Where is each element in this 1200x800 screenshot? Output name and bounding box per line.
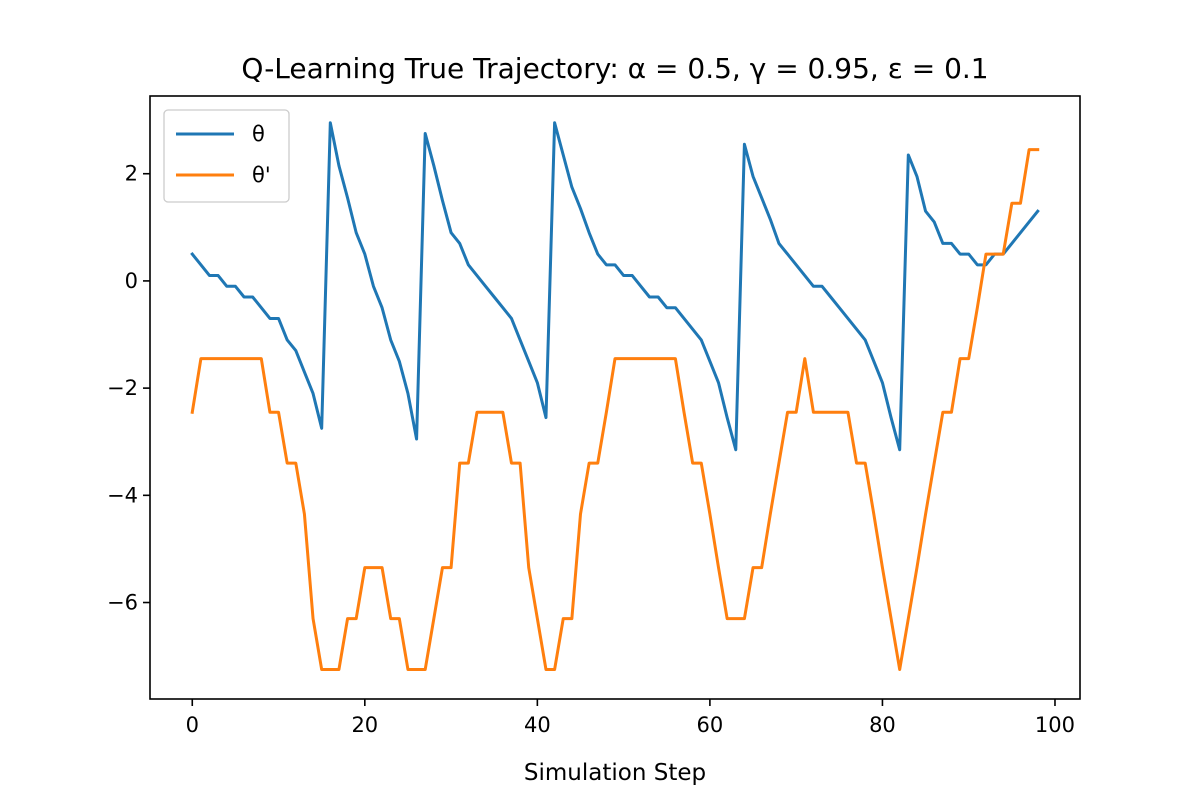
y-tick-label: 2: [125, 162, 138, 186]
plot-area-frame: [149, 95, 1081, 700]
series-line-theta: [190, 121, 1040, 452]
y-tick-label: 0: [125, 269, 138, 293]
x-axis-label: Simulation Step: [524, 760, 706, 786]
series-layer: [190, 121, 1040, 672]
legend-box: [163, 109, 290, 203]
x-tick-label: 60: [697, 713, 724, 737]
y-tick-label: −2: [107, 376, 138, 400]
y-tick-label: −4: [107, 483, 138, 507]
chart-title: Q-Learning True Trajectory: α = 0.5, γ =…: [241, 52, 988, 85]
y-axis: −6 −4 −2 0 2: [107, 162, 150, 615]
x-tick-label: 40: [524, 713, 551, 737]
y-tick-label: −6: [107, 591, 138, 615]
legend-label-theta-prime: θ': [252, 163, 271, 187]
legend-label-theta: θ: [252, 122, 265, 146]
x-tick-label: 20: [351, 713, 378, 737]
series-line-theta-prime: [190, 148, 1040, 672]
x-tick-label: 0: [186, 713, 199, 737]
legend: θ θ': [163, 109, 290, 203]
x-tick-label: 100: [1035, 713, 1075, 737]
x-tick-label: 80: [869, 713, 896, 737]
x-axis: 0 20 40 60 80 100: [186, 699, 1075, 737]
